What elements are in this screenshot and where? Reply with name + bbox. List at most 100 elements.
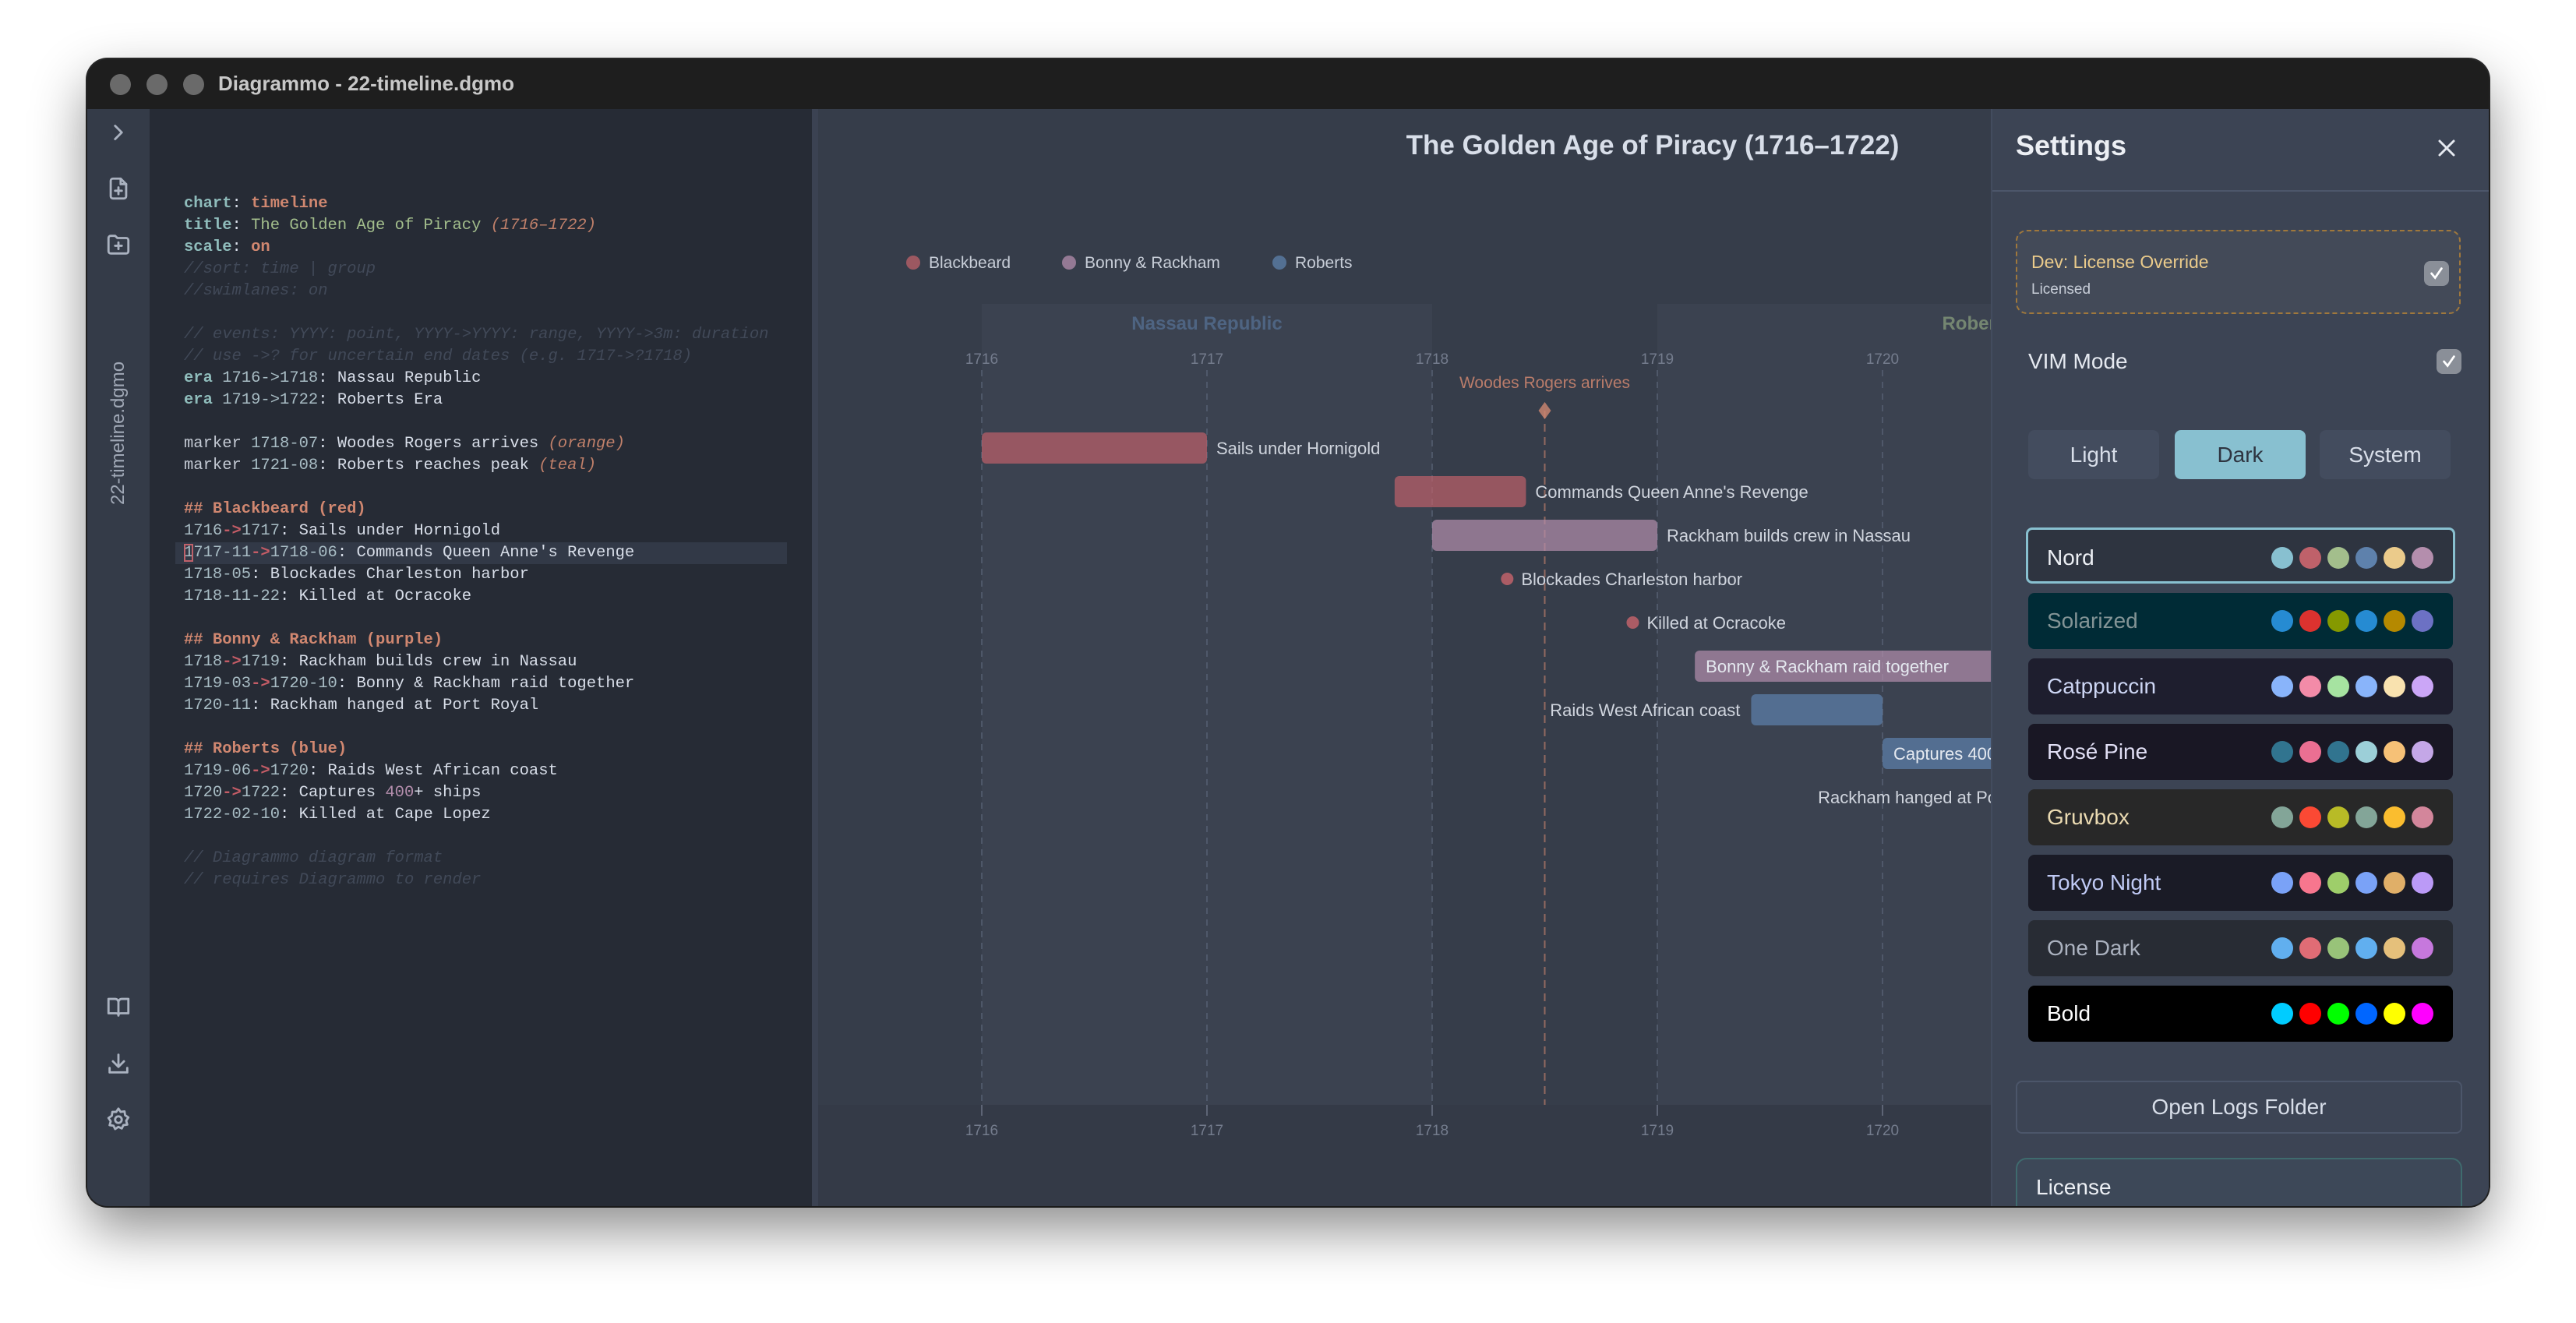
palette-option[interactable]: Catppuccin [2028, 658, 2453, 714]
axis-tick-label-bottom: 1719 [1641, 1123, 1674, 1139]
code-token: : Killed at Cape Lopez [280, 806, 491, 824]
code-line[interactable]: marker 1718-07: Woodes Rogers arrives (o… [184, 433, 625, 455]
palette-option[interactable]: Bold [2028, 986, 2453, 1042]
code-token: // Diagrammo diagram format [184, 849, 443, 867]
palette-swatch [2271, 937, 2293, 959]
open-file-tab[interactable]: 22-timeline.dgmo [108, 361, 129, 506]
code-line[interactable]: // requires Diagrammo to render [184, 870, 481, 891]
palette-option[interactable]: Solarized [2028, 593, 2453, 649]
title-bar: Diagrammo - 22-timeline.dgmo [87, 59, 2489, 109]
palette-option[interactable]: Gruvbox [2028, 789, 2453, 845]
code-line[interactable]: 1718-11-22: Killed at Ocracoke [184, 586, 471, 608]
palette-swatch [2355, 741, 2377, 763]
event-label: Bonny & Rackham raid together [1706, 657, 1949, 676]
minimize-window-button[interactable] [146, 74, 168, 95]
event-label: Raids West African coast [1550, 700, 1740, 720]
code-line[interactable]: //swimlanes: on [184, 280, 328, 302]
dev-license-status: Licensed [2031, 281, 2091, 298]
zoom-window-button[interactable] [183, 74, 204, 95]
palette-option[interactable]: Nord [2026, 527, 2455, 584]
legend-swatch [906, 256, 920, 270]
code-line[interactable]: ## Bonny & Rackham (purple) [184, 630, 443, 651]
code-line[interactable]: 1720-11: Rackham hanged at Port Royal [184, 695, 538, 717]
expand-sidebar-button[interactable] [103, 117, 134, 148]
palette-option[interactable]: Rosé Pine [2028, 724, 2453, 780]
axis-tick-label-bottom: 1720 [1866, 1123, 1899, 1139]
open-logs-folder-button[interactable]: Open Logs Folder [2016, 1081, 2462, 1134]
settings-title: Settings [2016, 129, 2127, 161]
code-line[interactable]: // Diagrammo diagram format [184, 848, 443, 870]
code-token: //swimlanes: on [184, 282, 328, 300]
code-line[interactable]: 1718-05: Blockades Charleston harbor [184, 564, 529, 586]
code-line[interactable]: 1722-02-10: Killed at Cape Lopez [184, 804, 491, 826]
code-token: (orange) [548, 435, 625, 453]
export-button[interactable] [103, 1048, 134, 1079]
code-line[interactable]: 1720->1722: Captures 400+ ships [184, 782, 481, 804]
code-line[interactable]: // use ->? for uncertain end dates (e.g.… [184, 346, 692, 368]
palette-swatch [2299, 1003, 2321, 1025]
settings-button[interactable] [103, 1104, 134, 1135]
pane-splitter[interactable] [812, 109, 818, 1206]
era-label: Nassau Republic [1131, 313, 1282, 334]
code-line[interactable]: era 1716->1718: Nassau Republic [184, 368, 481, 390]
palette-swatch [2384, 1003, 2405, 1025]
theme-dark-button[interactable]: Dark [2175, 430, 2306, 479]
palette-swatch [2299, 937, 2321, 959]
code-token: 1719-06 [184, 762, 252, 780]
code-line[interactable]: chart: timeline [184, 193, 328, 215]
code-line[interactable]: 1717-11->1718-06: Commands Queen Anne's … [184, 542, 634, 564]
code-line[interactable]: 1718->1719: Rackham builds crew in Nassa… [184, 651, 577, 673]
new-file-button[interactable] [103, 173, 134, 204]
close-window-button[interactable] [110, 74, 131, 95]
palette-swatch [2384, 676, 2405, 697]
palette-option[interactable]: Tokyo Night [2028, 855, 2453, 911]
new-folder-button[interactable] [103, 229, 134, 260]
vim-mode-checkbox[interactable] [2437, 349, 2461, 374]
dev-license-checkbox[interactable] [2424, 261, 2449, 286]
palette-name: Catppuccin [2047, 674, 2157, 698]
palette-swatch [2271, 610, 2293, 632]
code-token: 1720 [270, 762, 309, 780]
palette-swatch [2299, 610, 2321, 632]
palette-option[interactable]: One Dark [2028, 920, 2453, 976]
theme-system-button[interactable]: System [2320, 430, 2451, 479]
code-editor[interactable]: chart: timeline title: The Golden Age of … [150, 109, 812, 1206]
palette-swatch [2355, 676, 2377, 697]
code-token: (1716–1722) [490, 217, 597, 235]
code-token: 1716->1718 [222, 369, 319, 387]
code-line[interactable]: ## Blackbeard (red) [184, 499, 366, 520]
close-icon[interactable] [2433, 134, 2461, 162]
code-token: 1722 [241, 784, 281, 802]
code-line[interactable]: era 1719->1722: Roberts Era [184, 390, 443, 411]
code-line[interactable]: 1719-06->1720: Raids West African coast [184, 760, 558, 782]
palette-swatch [2384, 806, 2405, 828]
theme-light-button[interactable]: Light [2028, 430, 2159, 479]
code-token: (teal) [538, 457, 597, 475]
docs-button[interactable] [103, 991, 134, 1022]
code-line[interactable]: //sort: time | group [184, 259, 376, 280]
code-token: : Killed at Ocracoke [280, 587, 472, 605]
code-token: : Rackham hanged at Port Royal [251, 697, 539, 714]
chart-title: The Golden Age of Piracy (1716–1722) [1406, 130, 1900, 161]
code-line[interactable]: 1716->1717: Sails under Hornigold [184, 520, 500, 542]
event-point [1501, 573, 1514, 585]
legend-swatch [1272, 256, 1286, 270]
folder-plus-icon [107, 235, 130, 255]
code-line[interactable]: scale: on [184, 237, 270, 259]
text-cursor: 1 [184, 544, 194, 562]
axis-tick-label-top: 1717 [1191, 351, 1223, 368]
event-label: Killed at Ocracoke [1646, 613, 1786, 633]
window-title: Diagrammo - 22-timeline.dgmo [218, 72, 514, 95]
code-token: 1718 [184, 653, 223, 671]
event-bar [1432, 520, 1657, 551]
code-token: 1717 [241, 522, 281, 540]
code-token: -> [222, 784, 242, 802]
code-token: 1716 [184, 522, 223, 540]
code-line[interactable]: // events: YYYY: point, YYYY->YYYY: rang… [184, 324, 768, 346]
code-token: : Rackham builds crew in Nassau [280, 653, 577, 671]
code-line[interactable]: title: The Golden Age of Piracy (1716–17… [184, 215, 596, 237]
code-line[interactable]: marker 1721-08: Roberts reaches peak (te… [184, 455, 596, 477]
code-line[interactable]: ## Roberts (blue) [184, 739, 347, 760]
code-line[interactable]: 1719-03->1720-10: Bonny & Rackham raid t… [184, 673, 634, 695]
event-bar [982, 432, 1207, 464]
